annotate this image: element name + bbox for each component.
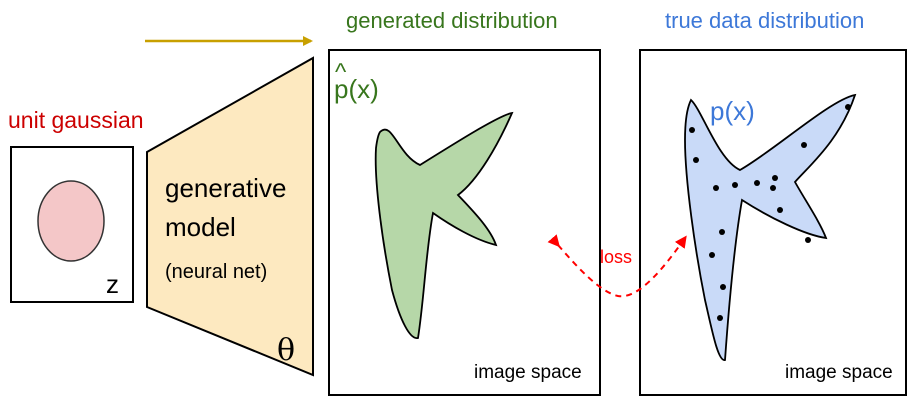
- z-label: z: [106, 269, 119, 299]
- data-point: [772, 175, 778, 181]
- generated-shape: [374, 111, 514, 339]
- data-point: [709, 252, 715, 258]
- data-point: [693, 157, 699, 163]
- data-point: [717, 315, 723, 321]
- data-point: [845, 104, 851, 110]
- generated-distribution-label: generated distribution: [346, 8, 558, 33]
- model-label-line3: (neural net): [165, 261, 267, 283]
- true-shape: [684, 93, 857, 361]
- unit-gaussian-label: unit gaussian: [8, 107, 144, 133]
- loss-label: loss: [600, 247, 632, 267]
- data-points: [689, 104, 851, 321]
- image-space-label-1: image space: [474, 362, 582, 383]
- theta-symbol: θ: [277, 333, 295, 368]
- p-hat-caret: ^: [335, 59, 347, 86]
- model-label-line1: generative: [165, 173, 286, 203]
- generative-model-shape: [146, 56, 314, 377]
- model-label-line2: model: [165, 212, 236, 242]
- data-point: [732, 182, 738, 188]
- data-point: [777, 207, 783, 213]
- true-box: [639, 49, 907, 396]
- loss-arrow: [547, 234, 687, 298]
- p-hat-label: p(x): [334, 74, 379, 104]
- data-point: [713, 185, 719, 191]
- gaussian-blob: [37, 180, 105, 262]
- image-space-label-2: image space: [785, 362, 893, 383]
- data-point: [805, 237, 811, 243]
- data-point: [754, 180, 760, 186]
- data-point: [719, 229, 725, 235]
- data-point: [689, 127, 695, 133]
- data-point: [770, 185, 776, 191]
- data-point: [720, 284, 726, 290]
- true-distribution-label: true data distribution: [665, 8, 864, 33]
- p-label: p(x): [710, 96, 755, 126]
- data-point: [801, 142, 807, 148]
